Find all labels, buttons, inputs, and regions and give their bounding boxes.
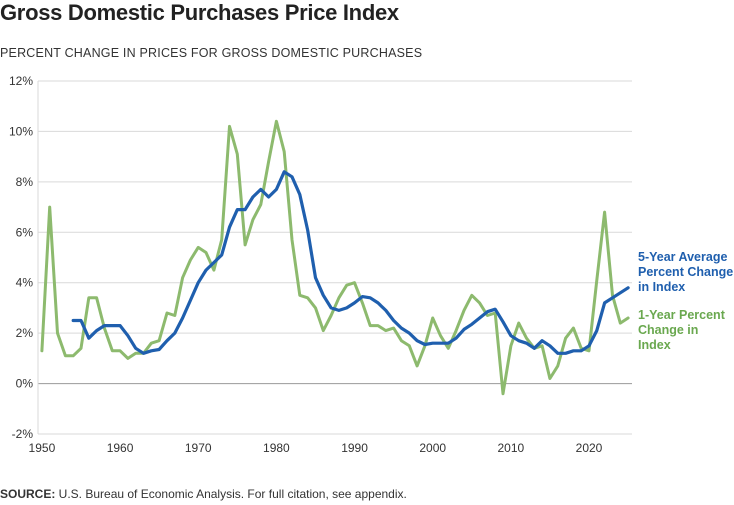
- source-note: SOURCE: U.S. Bureau of Economic Analysis…: [0, 487, 407, 501]
- legend-five-year-line-3: in Index: [638, 280, 686, 294]
- legend-one-year: 1-Year Percent Change in Index: [638, 308, 734, 353]
- gridlines: [37, 80, 632, 435]
- legend-one-year-line-2: Change in Index: [638, 323, 699, 352]
- y-tick-label: 2%: [16, 326, 34, 340]
- legend-five-year-line-2: Percent Change: [638, 265, 734, 279]
- y-tick-label: 0%: [16, 377, 34, 391]
- y-axis-tick-labels: -2% 0% 2% 4% 6% 8% 10% 12%: [9, 74, 33, 441]
- x-tick-label: 1980: [263, 441, 290, 455]
- y-tick-label: 10%: [9, 124, 33, 138]
- x-tick-label: 2020: [576, 441, 603, 455]
- series-lines: [40, 119, 630, 396]
- x-tick-label: 1970: [185, 441, 212, 455]
- legend-five-year-line-1: 5-Year Average: [638, 250, 728, 264]
- chart-subtitle: PERCENT CHANGE IN PRICES FOR GROSS DOMES…: [0, 46, 423, 60]
- y-tick-label: -2%: [12, 427, 34, 441]
- x-tick-label: 1950: [29, 441, 56, 455]
- legend-five-year: 5-Year Average Percent Change in Index: [638, 250, 734, 295]
- x-tick-label: 2000: [419, 441, 446, 455]
- source-label: SOURCE:: [0, 487, 56, 501]
- five-year-average-line: [71, 170, 630, 355]
- x-tick-label: 2010: [498, 441, 525, 455]
- x-tick-label: 1960: [107, 441, 134, 455]
- one-year-change-line: [40, 119, 630, 396]
- y-tick-label: 12%: [9, 74, 33, 88]
- y-tick-label: 6%: [16, 225, 34, 239]
- x-axis-tick-labels: 1950 1960 1970 1980 1990 2000 2010 2020: [29, 441, 603, 455]
- y-tick-label: 4%: [16, 276, 34, 290]
- y-tick-label: 8%: [16, 175, 34, 189]
- chart-title: Gross Domestic Purchases Price Index: [0, 0, 399, 25]
- x-tick-label: 1990: [341, 441, 368, 455]
- legend-one-year-line-1: 1-Year Percent: [638, 308, 725, 322]
- source-text: U.S. Bureau of Economic Analysis. For fu…: [55, 487, 407, 501]
